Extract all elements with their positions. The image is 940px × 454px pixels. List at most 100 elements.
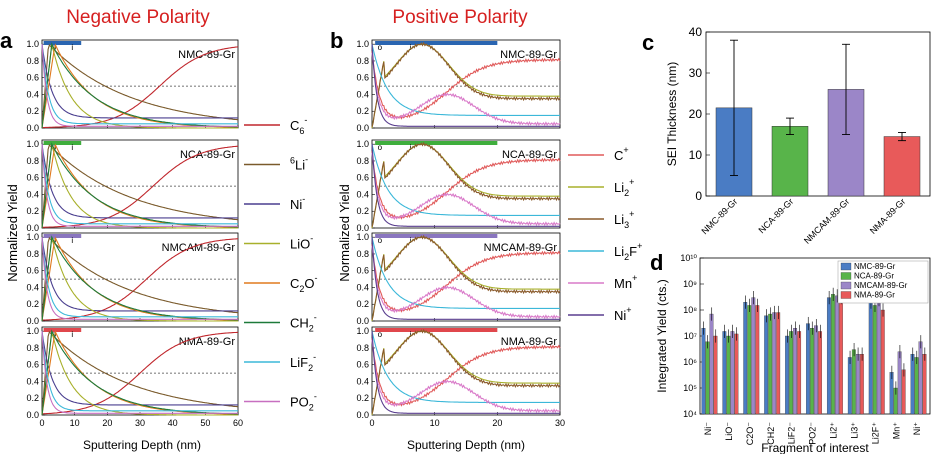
panel-b-xlabel: Sputtering Depth (nm) xyxy=(407,438,525,452)
x-tick-label: NMC-89-Gr xyxy=(699,196,739,236)
y-tick-label: 0.0 xyxy=(26,223,39,233)
bar-nca-89-gr xyxy=(771,126,809,197)
legend-swatch xyxy=(840,272,852,280)
series-line-c xyxy=(371,244,561,313)
legend-label: LiF2- xyxy=(290,352,316,373)
legend-item-ch2: CH2- xyxy=(244,313,317,334)
series-line-lio xyxy=(41,331,238,416)
legend-label: NCA-89-Gr xyxy=(854,272,894,281)
legend-item-li2f: Li2F+ xyxy=(568,241,642,262)
bar-nma-89-gr xyxy=(880,309,885,415)
subplot-sample-label: NMCAM-89-Gr xyxy=(484,242,558,254)
y-tick-label: 0.8 xyxy=(356,343,369,353)
bar-nma-89-gr xyxy=(839,297,843,415)
series-line-li3 xyxy=(371,141,561,228)
x-tick-label: 10 xyxy=(430,418,440,428)
series-line-po2 xyxy=(41,144,238,227)
x-tick-label: NCA-89-Gr xyxy=(757,196,796,235)
series-line-li3 xyxy=(371,234,561,321)
y-tick-label: 10⁹ xyxy=(683,279,697,289)
y-tick-label: 0.4 xyxy=(356,89,369,99)
y-tick-label: 10⁵ xyxy=(683,383,697,393)
bar-nmcam-89-gr xyxy=(772,312,777,415)
y-tick-label: 0.6 xyxy=(26,173,39,183)
legend-label: NMC-89-Gr xyxy=(854,262,896,271)
panel-b-ylabel: Normalized Yield xyxy=(337,184,352,282)
series-line-6li xyxy=(41,236,239,322)
panel-label-a: a xyxy=(0,28,13,53)
series-line-po2 xyxy=(41,44,238,127)
legend-item-lif2: LiF2- xyxy=(244,352,316,373)
bar-nca-89-gr xyxy=(747,305,752,415)
legend-swatch xyxy=(840,262,852,271)
x-tick-label: LiO⁻ xyxy=(724,422,734,441)
panel-label-c: c xyxy=(642,30,654,55)
y-tick-label: 0.8 xyxy=(26,156,39,166)
series-line-c6 xyxy=(41,145,239,228)
bar-nmcam-89-gr xyxy=(897,351,902,415)
panel-label-b: b xyxy=(330,28,343,53)
series-line-lio xyxy=(41,237,238,322)
bar-nmcam-89-gr xyxy=(709,313,714,415)
y-tick-label: 0.0 xyxy=(26,123,39,133)
subplot-frame xyxy=(371,232,561,322)
y-tick-label: 1.0 xyxy=(356,139,369,149)
series-line-li2f xyxy=(371,44,560,116)
legend-box xyxy=(837,260,929,304)
series-line-li2f xyxy=(371,331,560,403)
legend-swatch xyxy=(840,291,852,299)
legend-item-li: 6Li- xyxy=(244,155,308,173)
subplot-sample-label: NMC-89-Gr xyxy=(500,49,557,61)
series-line-6li xyxy=(41,43,239,129)
y-tick-label: 0.6 xyxy=(26,73,39,83)
y-tick-label: 1.0 xyxy=(356,326,369,336)
bar-nmc-89-gr xyxy=(743,302,748,415)
series-line-lif2 xyxy=(41,237,238,318)
legend-label: Li2+ xyxy=(614,177,634,198)
marker-o: o xyxy=(378,143,383,152)
y-tick-label: 0.8 xyxy=(26,56,39,66)
bar-nmc-89-gr xyxy=(764,315,769,415)
bar-nma-89-gr xyxy=(755,305,760,415)
bar-nmcam-89-gr xyxy=(730,331,735,415)
series-line-li2 xyxy=(371,43,560,129)
x-tick-label: NMCAM-89-Gr xyxy=(802,196,851,245)
subplot-sample-label: NMCAM-89-Gr xyxy=(162,242,236,254)
y-tick-label: 0.6 xyxy=(26,360,39,370)
panel-b-depth-profiles: 0.00.20.40.60.81.0 o iNMC-89-Gr0.00.20.40.… xyxy=(356,39,565,428)
legend-label: NMA-89-Gr xyxy=(854,291,895,300)
legend-label: C+ xyxy=(614,145,629,163)
bar-nmc-89-gr xyxy=(806,323,810,415)
panel-a-xlabel: Sputtering Depth (nm) xyxy=(83,438,201,452)
series-line-mn xyxy=(371,52,561,127)
legend-label: Ni- xyxy=(290,194,305,212)
y-tick-label: 0.2 xyxy=(356,299,369,309)
y-tick-label: 0.8 xyxy=(356,156,369,166)
panel-label-d: d xyxy=(650,250,663,275)
y-tick-label: 0.8 xyxy=(26,249,39,259)
bar-nma-89-gr xyxy=(818,331,822,415)
subplot-sample-label: NMA-89-Gr xyxy=(501,336,558,348)
series-line-ch2 xyxy=(41,142,239,229)
subplot-nmcam-89-gr: 0.0 0.2 0.4 0.6 0.8 1.0 o i NMCAM-89-Gr xyxy=(356,232,561,326)
bar-nca-89-gr xyxy=(872,305,877,415)
panel-a-depth-profiles: 0.00.20.40.60.81.0 o iNMC-89-Gr0.00.20.40.… xyxy=(26,39,243,428)
bar-nmc-89-gr xyxy=(910,354,915,415)
panel-c-sei-thickness-chart: 0 10 20 30 40 SEI Thickness (nm) NMC-89-Gr NCA-… xyxy=(665,25,931,246)
y-axis-label: SEI Thickness (nm) xyxy=(665,62,679,166)
series-line-c6 xyxy=(42,238,239,321)
bar-nmcam-89-gr xyxy=(793,328,798,415)
series-line-ni xyxy=(371,44,560,127)
legend-label: LiO- xyxy=(290,234,313,252)
y-tick-label: 10⁷ xyxy=(684,331,697,341)
bar-nmc-89-gr xyxy=(868,302,873,415)
marker-i: i xyxy=(71,43,73,52)
marker-i: i xyxy=(410,43,412,52)
subplot-frame xyxy=(41,139,239,229)
bar-nma-89-gr xyxy=(859,354,864,415)
series-line-lio xyxy=(41,144,238,229)
legend-item-c6: C6- xyxy=(244,115,307,136)
